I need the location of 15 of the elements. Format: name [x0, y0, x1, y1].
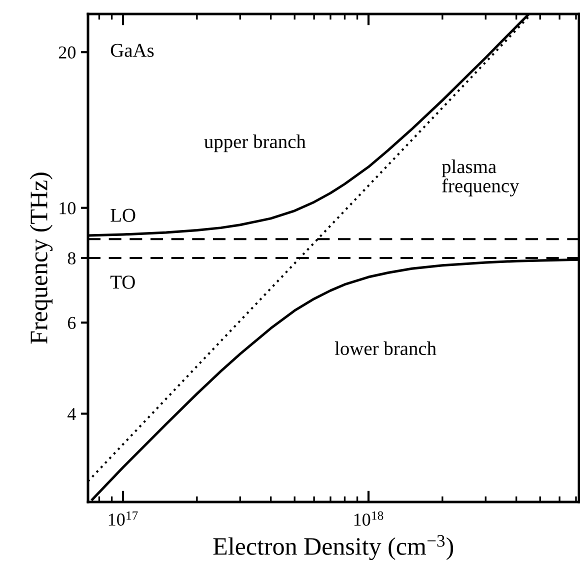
ref-line-label: TO [110, 276, 135, 289]
series-label: plasma frequency [442, 160, 520, 196]
x-tick-label: 10$^{17}$ [108, 511, 138, 526]
y-tick-label: 8 [68, 252, 76, 264]
y-tick-label: 10 [60, 202, 76, 214]
y-tick-label: 20 [58, 46, 76, 59]
x-axis-title: Electron Density (cm$^{−3}$) [213, 535, 454, 560]
y-tick-label: 4 [68, 408, 76, 420]
y-tick-label: 6 [68, 316, 76, 330]
ref-line-label: LO [110, 208, 136, 222]
text: upper branch [204, 134, 306, 152]
text: lower branch [334, 341, 436, 356]
y-axis-title: Frequency (THz) [30, 172, 53, 344]
x-tick-label: 10$^{18}$ [354, 511, 384, 526]
annotation: GaAs [110, 44, 154, 57]
